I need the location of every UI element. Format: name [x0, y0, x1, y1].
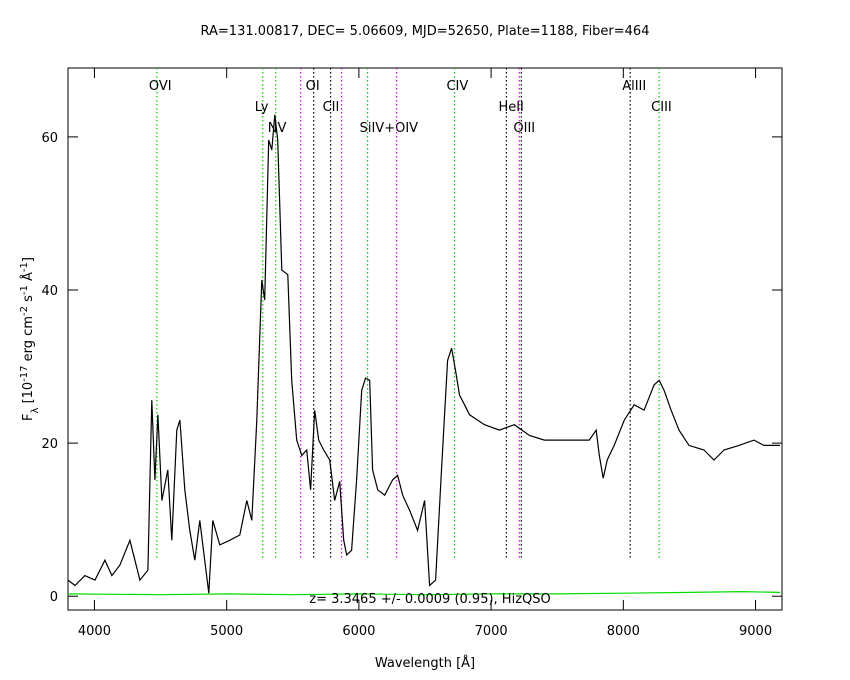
y-tick-label: 20	[41, 437, 58, 452]
line-label: OI	[306, 79, 320, 94]
y-axis-label-part: λ	[30, 407, 41, 413]
plot-frame	[67, 67, 783, 611]
y-tick-label: 60	[41, 131, 58, 146]
x-tick-label: 4000	[78, 624, 111, 639]
x-tick-label: 6000	[342, 624, 375, 639]
y-axis-label-part: -2	[19, 306, 30, 316]
line-label: AlIII	[622, 79, 646, 94]
y-tick-label: 40	[41, 284, 58, 299]
line-label: CIV	[446, 79, 468, 94]
line-label: CII	[323, 100, 340, 115]
y-tick-label: 0	[50, 590, 58, 605]
y-axis-label-part: s	[21, 295, 36, 306]
chart-title: RA=131.00817, DEC= 5.06609, MJD=52650, P…	[201, 24, 650, 39]
x-tick-label: 9000	[739, 624, 772, 639]
x-axis-label: Wavelength [Å]	[375, 655, 475, 671]
line-label: CIII	[651, 100, 672, 115]
line-label: Ly	[255, 100, 269, 115]
y-axis-label-part: -17	[19, 365, 30, 381]
y-axis-label-part: [10	[21, 382, 36, 408]
line-label: OVI	[149, 79, 172, 94]
spectrum-line	[67, 590, 781, 596]
y-axis-label-part: Å	[20, 272, 36, 285]
y-axis-label-part: -1	[19, 262, 30, 272]
y-axis-label-part: ]	[21, 257, 36, 262]
x-tick-label: 5000	[210, 624, 243, 639]
y-axis-label-part: -1	[19, 285, 30, 295]
y-axis-label: Fλ [10-17 erg cm-2 s-1 Å-1]	[19, 257, 41, 421]
x-tick-label: 7000	[475, 624, 508, 639]
line-label: SiIV+OIV	[360, 121, 419, 136]
x-tick-label: 8000	[607, 624, 640, 639]
y-axis-label-part: erg cm	[21, 316, 36, 365]
y-axis-label-part: F	[21, 413, 36, 420]
line-label: HeII	[498, 100, 523, 115]
line-label: OIII	[513, 121, 535, 136]
line-label: NV	[268, 121, 287, 136]
annotation: z= 3.3465 +/- 0.0009 (0.95), HizQSO	[309, 592, 550, 607]
spectrum-line	[67, 114, 780, 594]
